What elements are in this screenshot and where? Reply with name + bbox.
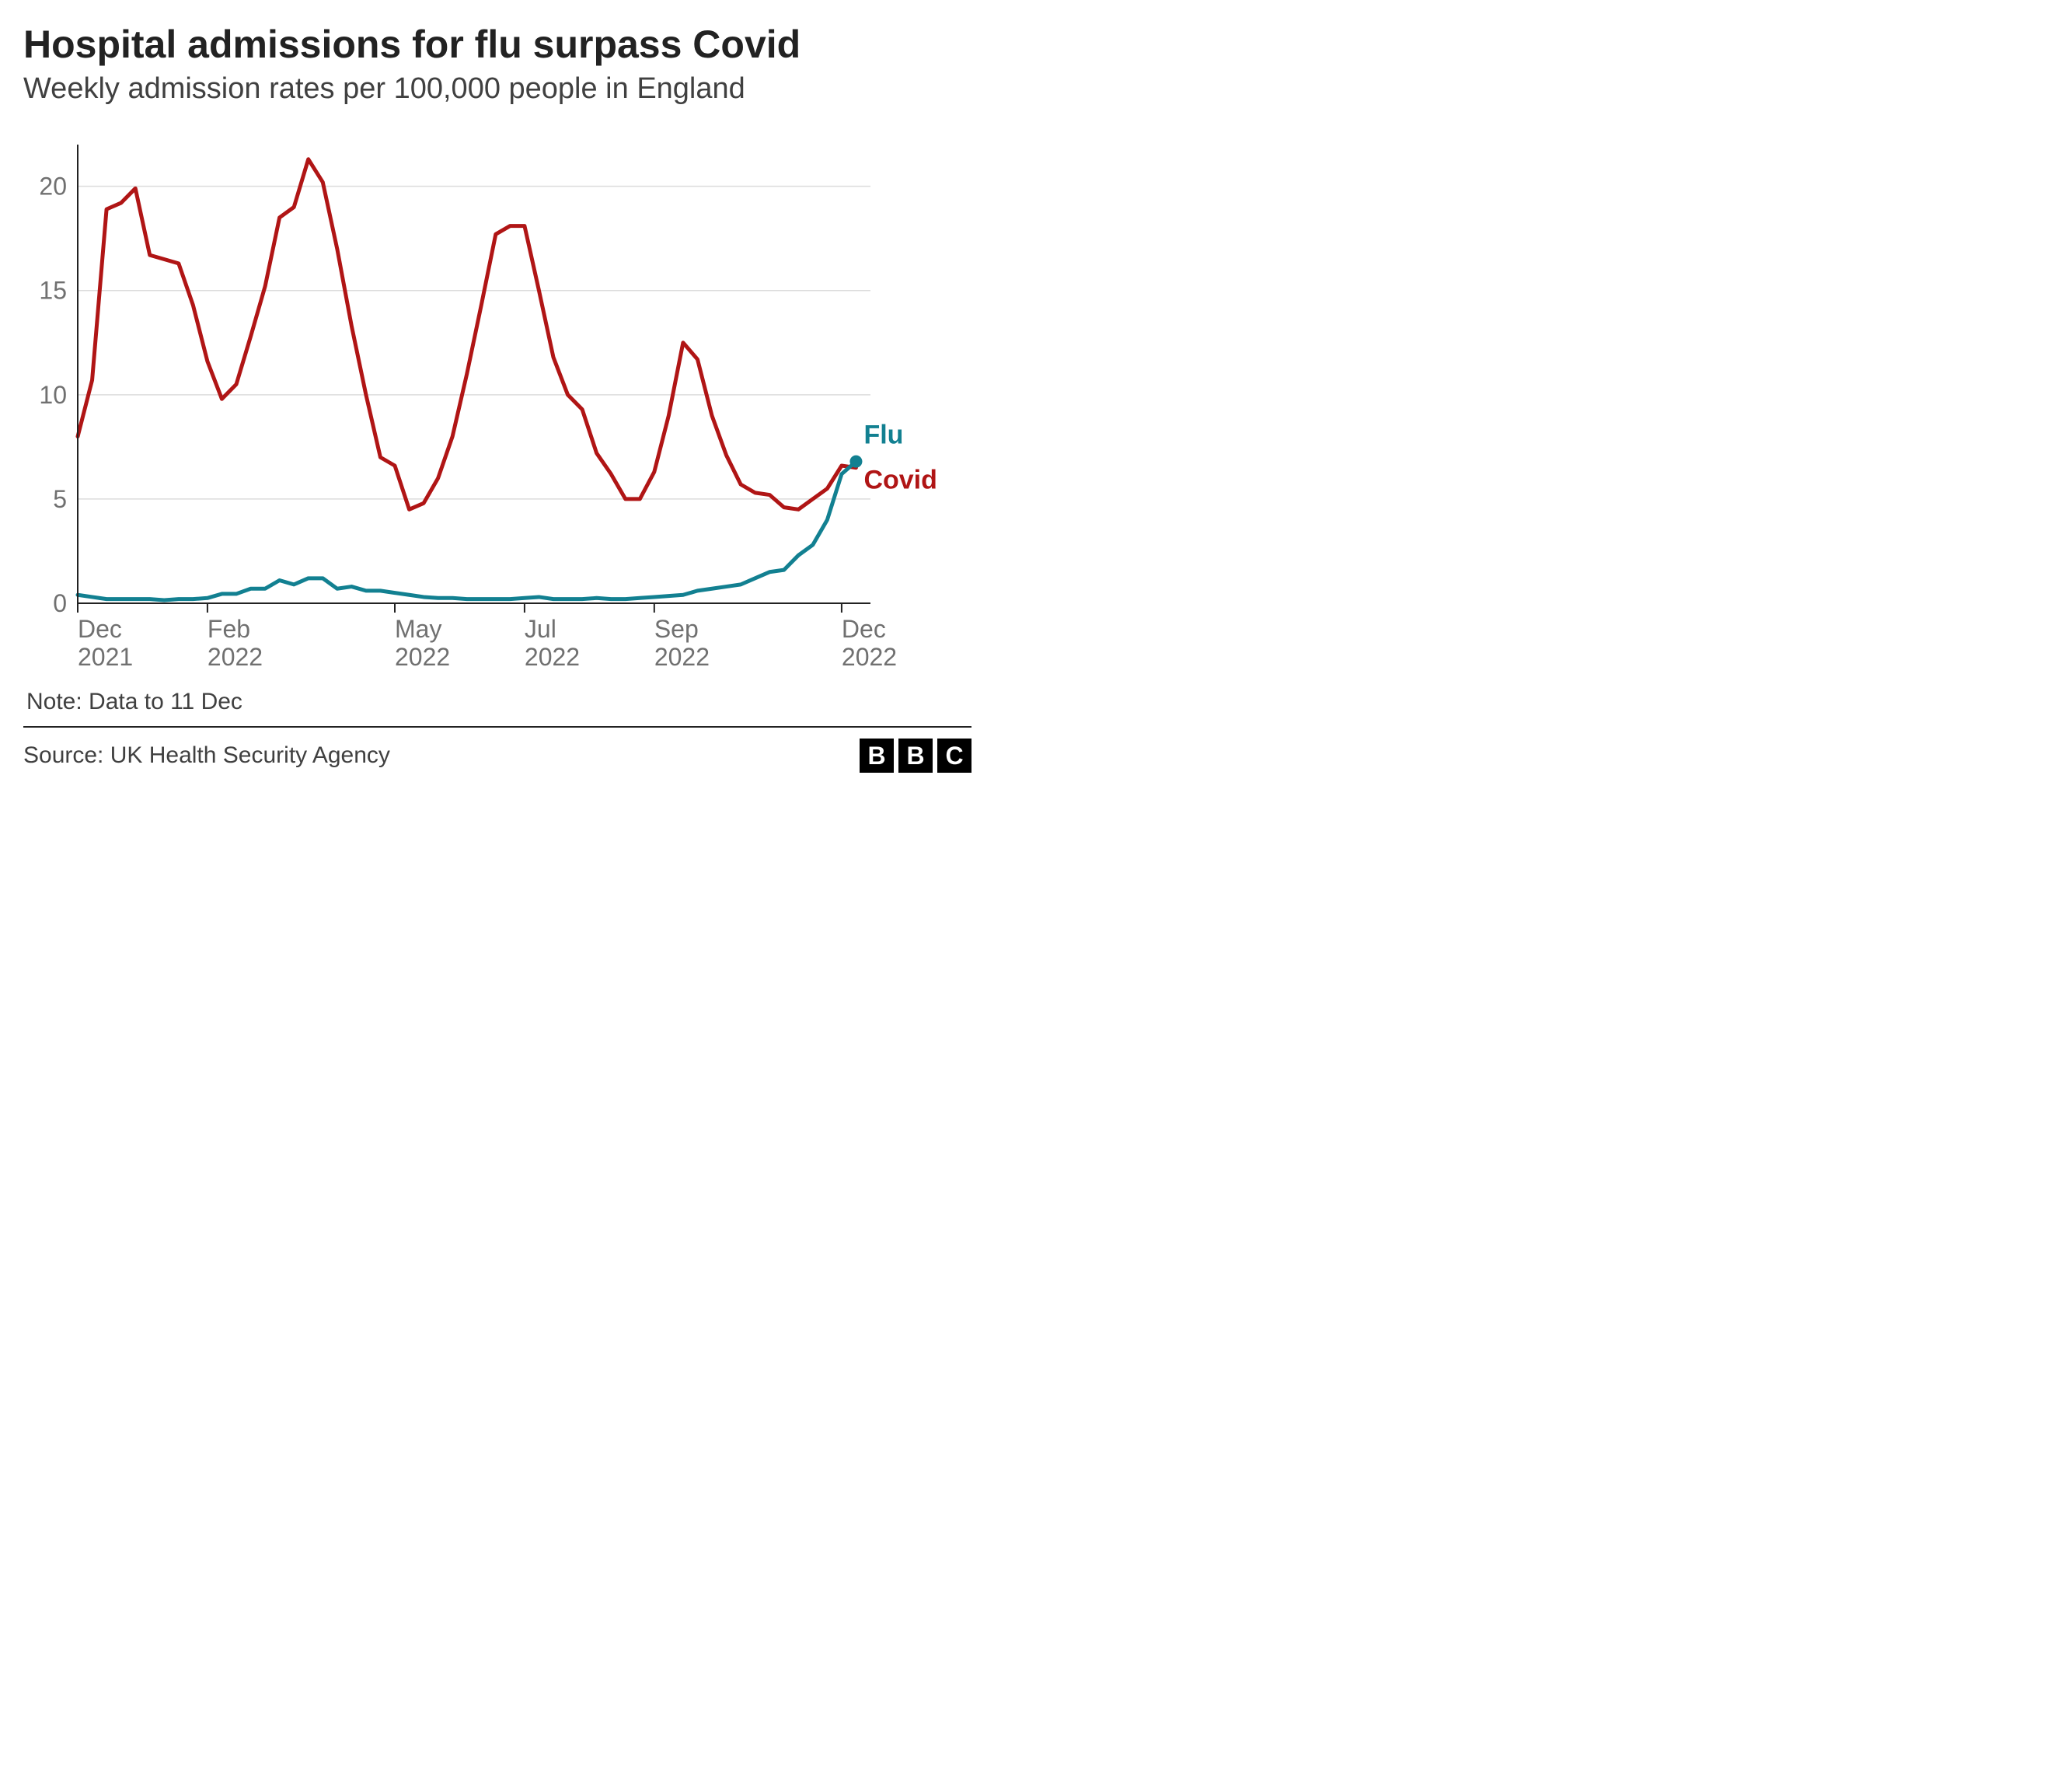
svg-text:2021: 2021: [78, 643, 133, 671]
svg-text:15: 15: [39, 277, 67, 305]
svg-text:5: 5: [53, 485, 67, 513]
svg-text:2022: 2022: [842, 643, 897, 671]
svg-text:Jul: Jul: [525, 615, 556, 643]
svg-text:10: 10: [39, 381, 67, 409]
bbc-logo: B B C: [860, 739, 971, 773]
bbc-logo-block: B: [898, 739, 933, 773]
svg-text:2022: 2022: [208, 643, 263, 671]
source-row: Source: UK Health Security Agency B B C: [23, 726, 971, 773]
svg-text:20: 20: [39, 173, 67, 201]
svg-text:Feb: Feb: [208, 615, 250, 643]
chart-note: Note: Data to 11 Dec: [26, 689, 971, 715]
svg-text:2022: 2022: [395, 643, 450, 671]
bbc-logo-block: C: [937, 739, 971, 773]
svg-text:2022: 2022: [525, 643, 580, 671]
svg-text:May: May: [395, 615, 441, 643]
line-chart-svg: 05101520CovidFluDec2021Feb2022May2022Jul…: [23, 129, 971, 673]
svg-text:Flu: Flu: [863, 421, 903, 450]
chart-subtitle: Weekly admission rates per 100,000 peopl…: [23, 72, 971, 106]
chart-title: Hospital admissions for flu surpass Covi…: [23, 23, 971, 66]
bbc-logo-block: B: [860, 739, 894, 773]
chart-container: Hospital admissions for flu surpass Covi…: [0, 0, 995, 788]
chart-source: Source: UK Health Security Agency: [23, 742, 390, 769]
svg-text:0: 0: [53, 589, 67, 617]
svg-text:Dec: Dec: [78, 615, 122, 643]
svg-text:Sep: Sep: [654, 615, 699, 643]
svg-text:Dec: Dec: [842, 615, 886, 643]
svg-text:2022: 2022: [654, 643, 710, 671]
plot-area: 05101520CovidFluDec2021Feb2022May2022Jul…: [23, 129, 971, 673]
svg-text:Covid: Covid: [863, 466, 937, 495]
